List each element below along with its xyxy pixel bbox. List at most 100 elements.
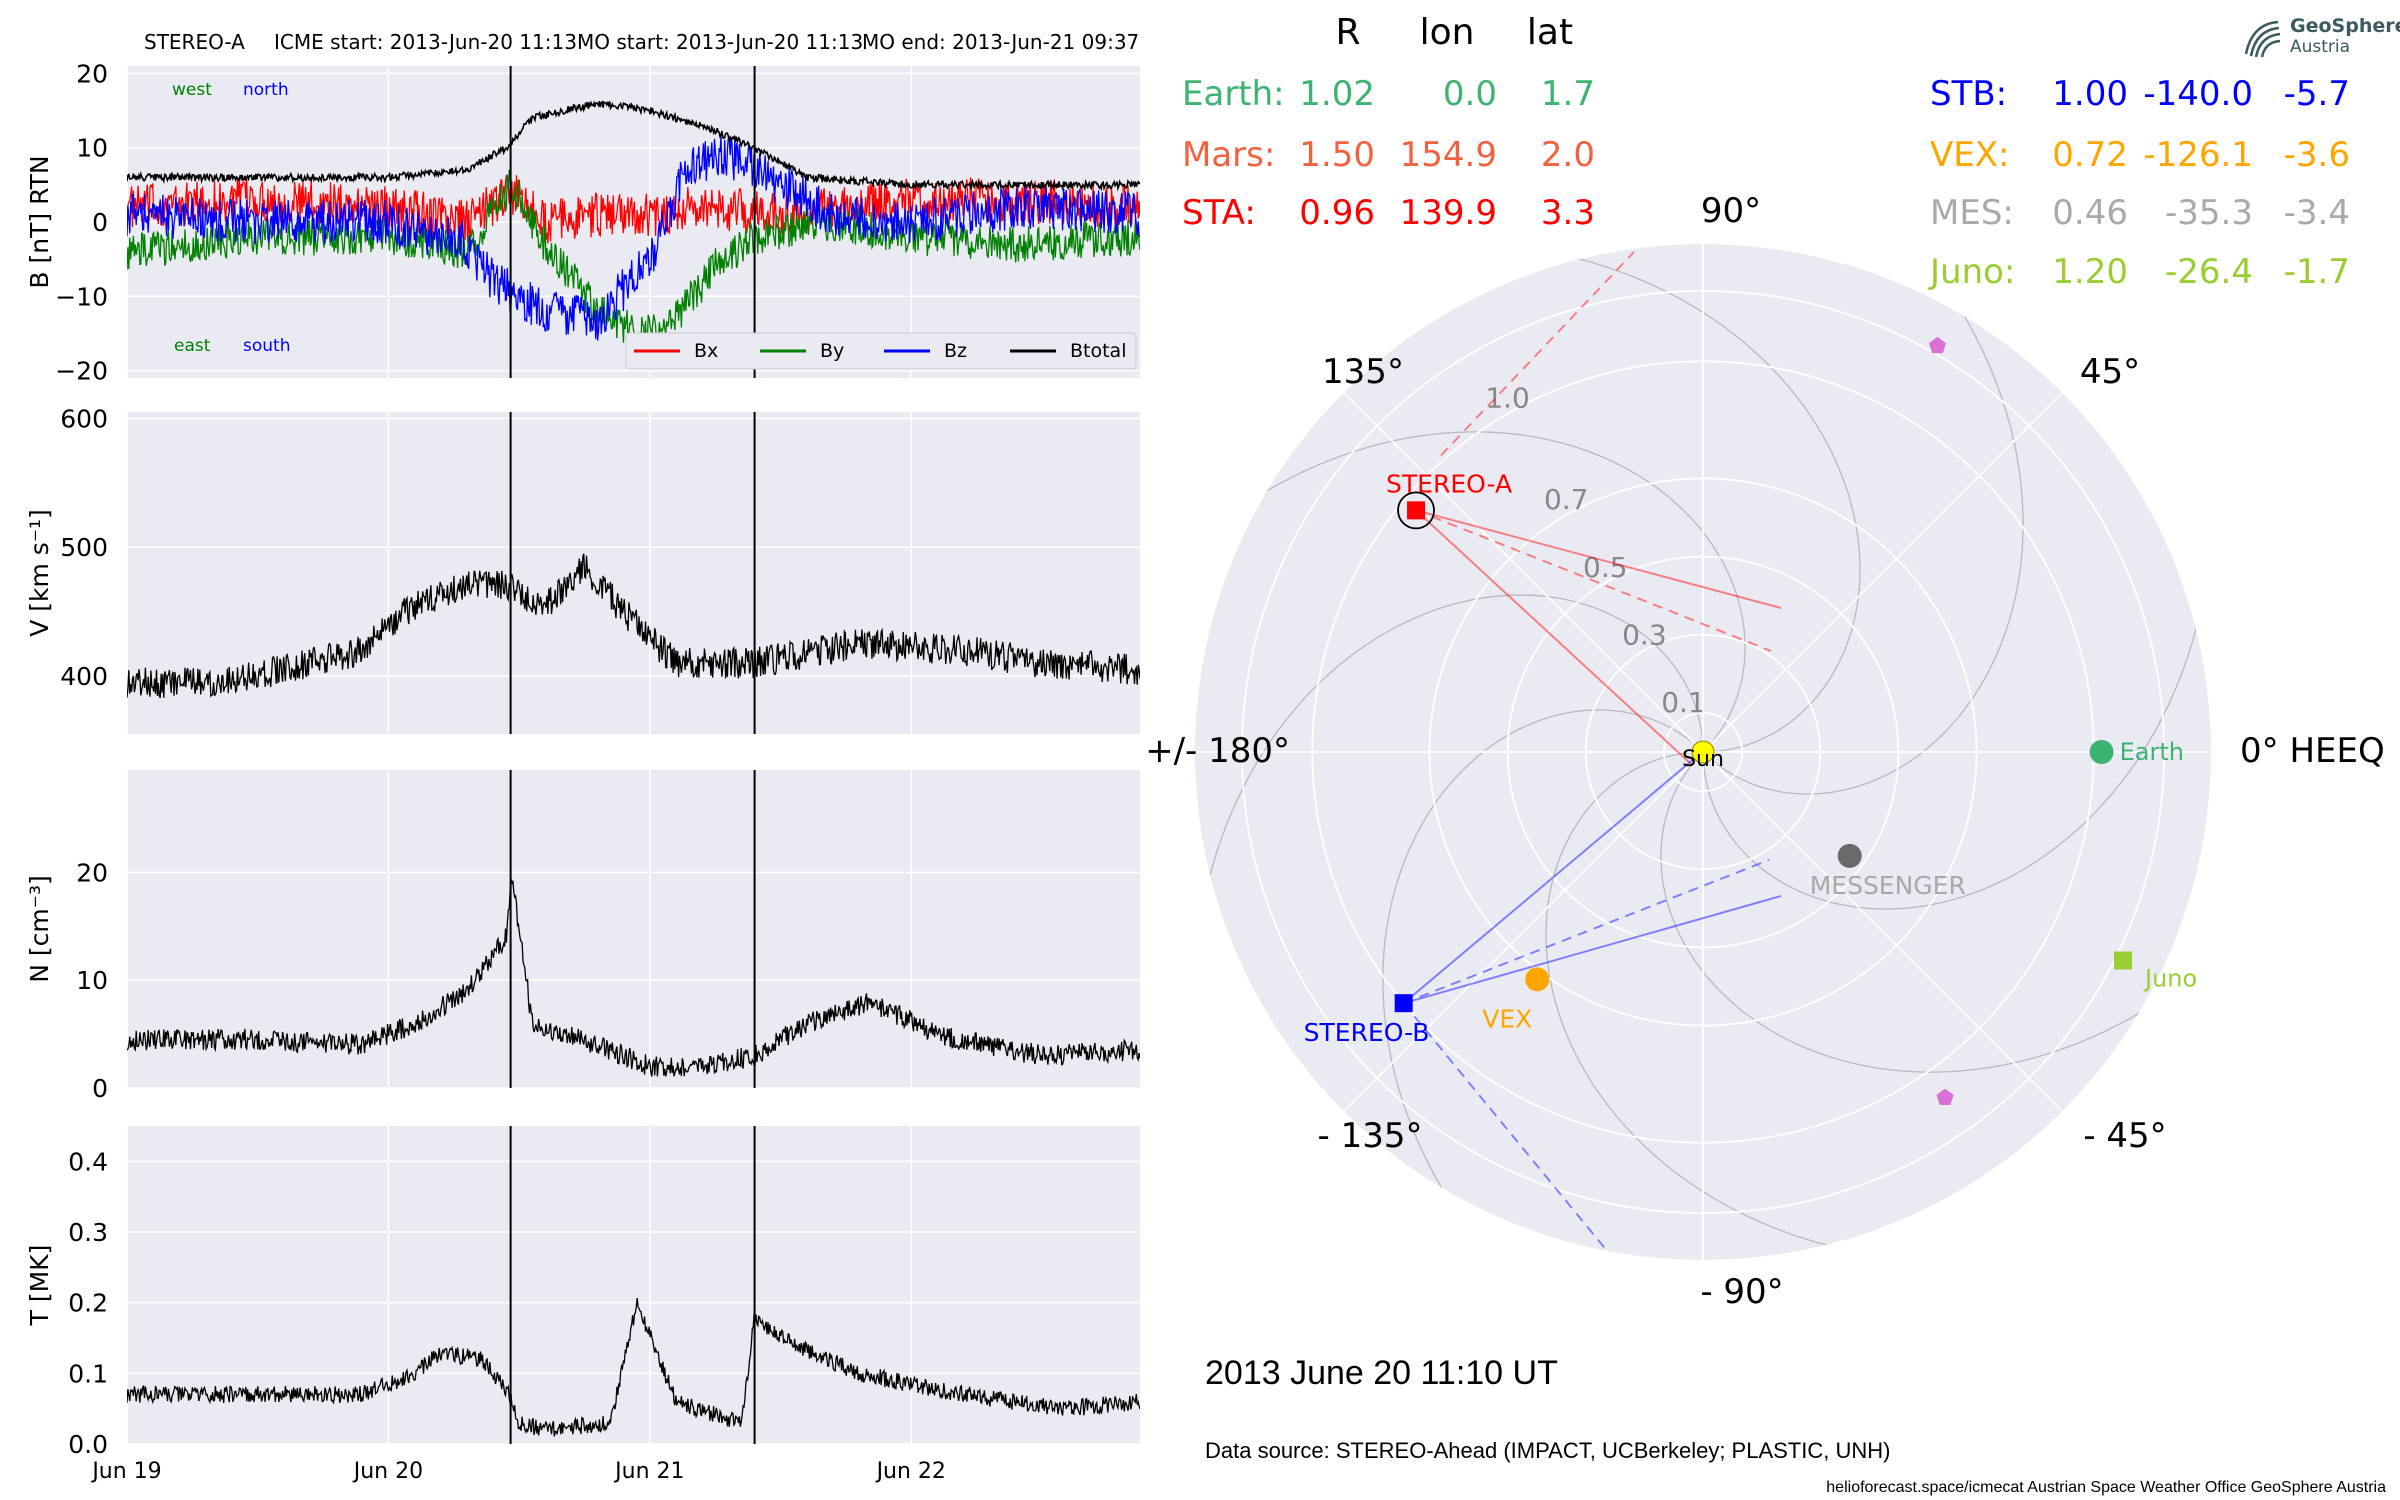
corner-label-west: west: [172, 80, 212, 100]
legend-label-bz: Bz: [944, 340, 967, 362]
angle-label: - 45°: [2083, 1116, 2166, 1156]
angle-label: +/- 180°: [1145, 731, 1290, 771]
field-of-view-line: [1403, 895, 1782, 1005]
panel-N: 20 10 0 N [cm⁻³]: [25, 770, 1140, 1103]
stereo-a-marker: [1407, 501, 1426, 520]
juno-label: Juno: [2143, 964, 2197, 992]
y-tick-label: −20: [55, 357, 108, 386]
y-tick-label: 20: [76, 59, 108, 88]
pentagon-south-marker: [1936, 1088, 1954, 1105]
angle-label: 0° HEEQ: [2240, 731, 2385, 771]
series-line-n: [127, 878, 1140, 1077]
y-tick-label: 0: [92, 208, 108, 237]
legend-label-btotal: Btotal: [1070, 340, 1126, 362]
series-line-bz: [127, 135, 1140, 341]
angular-gridline: [1343, 751, 1704, 1112]
radial-tick-label: 0.5: [1583, 551, 1628, 584]
table-row-name: Mars:: [1182, 135, 1275, 175]
parker-spiral-line: [1382, 709, 1704, 1260]
angle-label: - 90°: [1700, 1272, 1783, 1312]
y-tick-label: 400: [60, 662, 108, 691]
table-row-lon: 139.9: [1400, 193, 1497, 233]
sun-marker: [1691, 740, 1715, 764]
y-tick-label: 500: [60, 533, 108, 562]
y-tick-label: −10: [55, 282, 108, 311]
parker-spiral-line: [1454, 244, 1861, 753]
pentagon-north-marker: [1928, 336, 1946, 354]
y-tick-label: 20: [76, 858, 108, 887]
table-row-name: VEX:: [1930, 135, 2010, 175]
y-tick-label: 0: [92, 1074, 108, 1103]
radial-tick-label: 1.0: [1485, 382, 1530, 415]
header-mo-end: MO end: 2013-Jun-21 09:37: [862, 30, 1139, 54]
table-row-lat: -3.4: [2284, 193, 2350, 233]
vex-marker: [1525, 967, 1550, 992]
radial-tick-label: 0.7: [1544, 483, 1589, 516]
stereo-b-label: STEREO-B: [1304, 1018, 1430, 1047]
geosphere-logo-icon: [2244, 20, 2281, 58]
field-of-view-line: [1415, 509, 1692, 765]
parker-spiral-line: [1702, 244, 2024, 795]
corner-label-north: north: [243, 80, 289, 100]
field-of-view-line: [1403, 746, 1709, 1004]
radial-tick-label: 0.1: [1661, 686, 1706, 719]
x-tick-label: Jun 20: [352, 1459, 423, 1484]
corner-label-east: east: [174, 336, 211, 356]
table-row-lat: 2.0: [1541, 135, 1595, 175]
earth-label: Earth: [2120, 738, 2184, 766]
series-line-btotal: [127, 100, 1140, 192]
field-of-view-line: [1440, 251, 1635, 457]
table-row-r: 1.20: [2052, 252, 2128, 292]
stereo-b-marker: [1394, 994, 1413, 1013]
angular-gridline: [1343, 392, 1704, 753]
geosphere-logo: GeoSphere Austria: [2238, 10, 2400, 66]
y-tick-label: 10: [76, 966, 108, 995]
footer-credits: helioforecast.space/icmecat Austrian Spa…: [1826, 1479, 2386, 1496]
earth-marker: [2089, 740, 2114, 764]
y-tick-label: 0.3: [68, 1218, 108, 1247]
logo-line2: Austria: [2290, 37, 2351, 57]
stereo-a-ring: [1397, 491, 1435, 530]
table-header: lat: [1527, 12, 1573, 53]
y-tick-label: 0.1: [68, 1359, 108, 1388]
table-row-lat: -5.7: [2284, 74, 2350, 114]
vex-label: VEX: [1482, 1004, 1532, 1033]
angle-label: 90°: [1701, 191, 1761, 231]
header-icme-start: ICME start: 2013-Jun-20 11:13: [274, 30, 577, 54]
legend-box: [625, 332, 1137, 370]
parker-spiral-line: [1545, 751, 1952, 1260]
panel-background: [127, 770, 1140, 1088]
table-row-r: 0.72: [2052, 135, 2128, 175]
y-axis-label: T [MK]: [25, 1245, 54, 1327]
panel-B: 20 10 0 −10 −20 B [nT] RTN west north east south B…: [25, 59, 1140, 386]
angular-gridline: [1702, 751, 2063, 1112]
angle-label: 135°: [1322, 352, 1404, 392]
series-line-t: [127, 1298, 1140, 1437]
legend: Bx By Bz Btotal: [625, 332, 1137, 370]
y-tick-label: 10: [76, 134, 108, 163]
table-row-lon: 0.0: [1443, 74, 1497, 114]
header-mo-start: MO start: 2013-Jun-20 11:13: [577, 30, 863, 54]
juno-marker: [2114, 951, 2133, 970]
field-of-view-line: [1415, 509, 1782, 609]
y-axis-label: N [cm⁻³]: [25, 875, 54, 982]
parker-spiral-line: [1195, 431, 1746, 753]
y-axis-label: B [nT] RTN: [25, 155, 54, 288]
y-axis-label: V [km s⁻¹]: [25, 509, 54, 637]
field-of-view-line: [1415, 509, 1772, 652]
corner-label-south: south: [243, 336, 290, 356]
table-row-r: 1.02: [1299, 74, 1375, 114]
angular-gridline: [1702, 392, 2063, 753]
table-row-name: MES:: [1930, 193, 2014, 233]
table-row-r: 0.46: [2052, 193, 2128, 233]
x-tick-label: Jun 22: [875, 1459, 946, 1484]
y-tick-label: 0.0: [68, 1430, 108, 1459]
y-tick-label: 600: [60, 404, 108, 433]
table-row-name: STB:: [1930, 74, 2007, 114]
table-header: R: [1335, 12, 1360, 53]
table-row-lat: -3.6: [2284, 135, 2350, 175]
parker-spiral-line: [1660, 751, 2211, 1073]
